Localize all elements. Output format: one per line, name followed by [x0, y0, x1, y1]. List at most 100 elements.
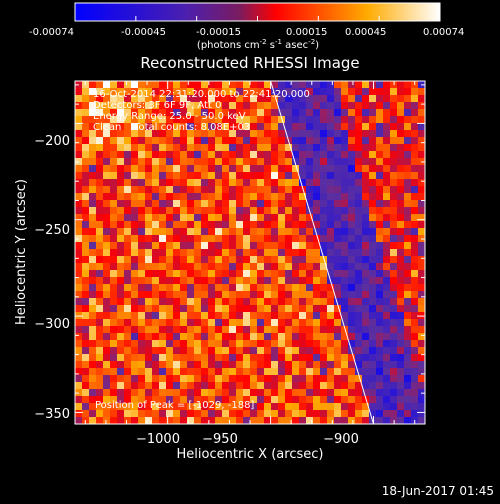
heatmap-pixel: [159, 88, 166, 95]
heatmap-pixel: [131, 375, 138, 382]
heatmap-pixel: [229, 235, 236, 242]
heatmap-pixel: [404, 151, 411, 158]
heatmap-pixel: [222, 179, 229, 186]
heatmap-pixel: [180, 144, 187, 151]
heatmap-pixel: [271, 116, 278, 123]
heatmap-pixel: [187, 200, 194, 207]
heatmap-pixel: [341, 214, 348, 221]
heatmap-pixel: [222, 396, 229, 403]
heatmap-pixel: [397, 333, 404, 340]
heatmap-pixel: [229, 284, 236, 291]
heatmap-pixel: [110, 179, 117, 186]
heatmap-pixel: [145, 284, 152, 291]
heatmap-pixel: [152, 81, 159, 88]
heatmap-pixel: [82, 95, 89, 102]
heatmap-pixel: [208, 116, 215, 123]
heatmap-pixel: [180, 270, 187, 277]
heatmap-pixel: [194, 333, 201, 340]
heatmap-pixel: [271, 417, 278, 424]
heatmap-pixel: [257, 81, 264, 88]
heatmap-pixel: [383, 312, 390, 319]
heatmap-pixel: [285, 319, 292, 326]
heatmap-pixel: [145, 165, 152, 172]
heatmap-pixel: [145, 249, 152, 256]
heatmap-pixel: [131, 207, 138, 214]
heatmap-pixel: [369, 277, 376, 284]
heatmap-pixel: [411, 200, 418, 207]
heatmap-pixel: [299, 270, 306, 277]
heatmap-pixel: [124, 312, 131, 319]
heatmap-pixel: [404, 382, 411, 389]
heatmap-pixel: [397, 235, 404, 242]
heatmap-pixel: [180, 242, 187, 249]
heatmap-pixel: [222, 417, 229, 424]
heatmap-pixel: [313, 81, 320, 88]
heatmap-pixel: [96, 319, 103, 326]
heatmap-pixel: [187, 305, 194, 312]
heatmap-pixel: [131, 179, 138, 186]
heatmap-pixel: [369, 158, 376, 165]
heatmap-pixel: [418, 298, 425, 305]
heatmap-pixel: [313, 284, 320, 291]
heatmap-pixel: [75, 123, 82, 130]
heatmap-pixel: [215, 382, 222, 389]
heatmap-pixel: [397, 410, 404, 417]
heatmap-pixel: [222, 403, 229, 410]
heatmap-pixel: [341, 144, 348, 151]
heatmap-pixel: [334, 200, 341, 207]
heatmap-pixel: [320, 116, 327, 123]
heatmap-pixel: [117, 382, 124, 389]
heatmap-pixel: [362, 326, 369, 333]
heatmap-pixel: [173, 361, 180, 368]
heatmap-pixel: [341, 396, 348, 403]
heatmap-pixel: [89, 200, 96, 207]
heatmap-pixel: [152, 151, 159, 158]
heatmap-pixel: [418, 179, 425, 186]
heatmap-pixel: [285, 389, 292, 396]
heatmap-pixel: [89, 354, 96, 361]
heatmap-pixel: [236, 151, 243, 158]
heatmap-pixel: [152, 298, 159, 305]
heatmap-pixel: [173, 144, 180, 151]
heatmap-pixel: [334, 382, 341, 389]
heatmap-pixel: [152, 340, 159, 347]
heatmap-pixel: [250, 214, 257, 221]
solar-limb-line: [270, 81, 375, 424]
heatmap-pixel: [166, 410, 173, 417]
heatmap-pixel: [411, 123, 418, 130]
heatmap-pixel: [390, 214, 397, 221]
heatmap-pixel: [180, 221, 187, 228]
heatmap-pixel: [173, 116, 180, 123]
heatmap-pixel: [201, 95, 208, 102]
heatmap-pixel: [320, 158, 327, 165]
heatmap-pixel: [229, 263, 236, 270]
heatmap-pixel: [138, 123, 145, 130]
heatmap-pixel: [306, 382, 313, 389]
heatmap-pixel: [250, 298, 257, 305]
heatmap-pixel: [145, 130, 152, 137]
heatmap-pixel: [145, 417, 152, 424]
heatmap-pixel: [166, 151, 173, 158]
heatmap-pixel: [180, 172, 187, 179]
heatmap-pixel: [166, 277, 173, 284]
heatmap-pixel: [355, 340, 362, 347]
heatmap-pixel: [138, 207, 145, 214]
heatmap-pixel: [187, 396, 194, 403]
heatmap-pixel: [215, 102, 222, 109]
heatmap-pixel: [159, 221, 166, 228]
heatmap-pixel: [201, 340, 208, 347]
heatmap-pixel: [376, 291, 383, 298]
heatmap-pixel: [348, 375, 355, 382]
heatmap-pixel: [124, 158, 131, 165]
heatmap-pixel: [292, 312, 299, 319]
heatmap-pixel: [418, 291, 425, 298]
heatmap-pixel: [334, 291, 341, 298]
heatmap-pixel: [131, 242, 138, 249]
heatmap-pixel: [313, 95, 320, 102]
heatmap-pixel: [124, 221, 131, 228]
heatmap-pixel: [166, 326, 173, 333]
heatmap-pixel: [229, 361, 236, 368]
heatmap-pixel: [159, 116, 166, 123]
heatmap-pixel: [75, 340, 82, 347]
heatmap-pixel: [264, 368, 271, 375]
